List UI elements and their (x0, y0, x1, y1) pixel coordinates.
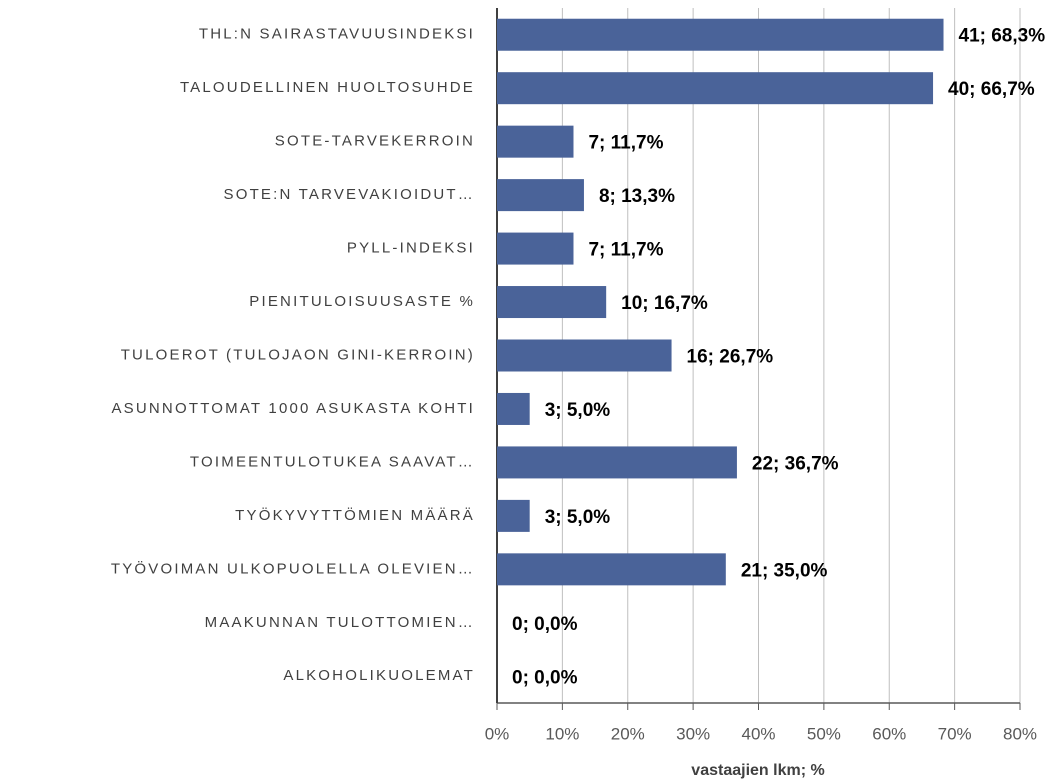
x-tick-label: 0% (485, 724, 510, 743)
y-tick-label: SOTE-TARVEKERROIN (275, 133, 475, 150)
y-tick-label: MAAKUNNAN TULOTTOMIEN… (205, 614, 475, 631)
y-tick-label: TULOEROT (TULOJAON GINI-KERROIN) (121, 346, 475, 363)
x-tick-label: 70% (938, 724, 972, 743)
data-label: 41; 68,3% (959, 26, 1046, 47)
data-label: 0; 0,0% (512, 667, 578, 688)
data-label: 3; 5,0% (545, 400, 611, 421)
x-tick-label: 10% (545, 724, 579, 743)
bar (497, 18, 944, 51)
data-label: 10; 16,7% (621, 293, 708, 314)
data-label: 40; 66,7% (948, 79, 1035, 100)
bar (497, 72, 934, 105)
bar (497, 392, 530, 425)
y-tick-label: TYÖKYVYTTÖMIEN MÄÄRÄ (235, 506, 475, 524)
x-tick-label: 80% (1003, 724, 1037, 743)
bar (497, 499, 530, 532)
data-label: 3; 5,0% (545, 507, 611, 528)
bar (497, 339, 672, 372)
data-label: 21; 35,0% (741, 560, 828, 581)
data-label: 16; 26,7% (687, 347, 774, 368)
data-label: 7; 11,7% (588, 240, 663, 261)
y-tick-label: ALKOHOLIKUOLEMAT (283, 667, 475, 684)
bar (497, 179, 584, 212)
data-label: 22; 36,7% (752, 453, 839, 474)
y-tick-label: TALOUDELLINEN HUOLTOSUHDE (180, 79, 475, 96)
bar (497, 125, 574, 158)
bar (497, 232, 574, 265)
data-label: 7; 11,7% (588, 133, 663, 154)
bar (497, 286, 607, 319)
y-tick-label: TYÖVOIMAN ULKOPUOLELLA OLEVIEN… (111, 559, 475, 577)
x-tick-label: 40% (741, 724, 775, 743)
y-tick-label: TOIMEENTULOTUKEA SAAVAT… (190, 453, 475, 470)
bar (497, 553, 726, 586)
x-tick-label: 50% (807, 724, 841, 743)
data-label: 0; 0,0% (512, 614, 578, 635)
x-tick-label: 30% (676, 724, 710, 743)
y-tick-label: THL:N SAIRASTAVUUSINDEKSI (199, 26, 475, 43)
y-tick-label: ASUNNOTTOMAT 1000 ASUKASTA KOHTI (111, 400, 475, 417)
y-tick-label: PYLL-INDEKSI (347, 240, 475, 257)
data-label: 8; 13,3% (599, 186, 675, 207)
x-axis-title: vastaajien lkm; % (691, 762, 824, 779)
y-tick-label: PIENITULOISUUSASTE % (249, 293, 475, 310)
bar (497, 446, 737, 479)
x-tick-label: 20% (611, 724, 645, 743)
x-tick-label: 60% (872, 724, 906, 743)
y-tick-label: SOTE:N TARVEVAKIOIDUT… (224, 186, 476, 203)
